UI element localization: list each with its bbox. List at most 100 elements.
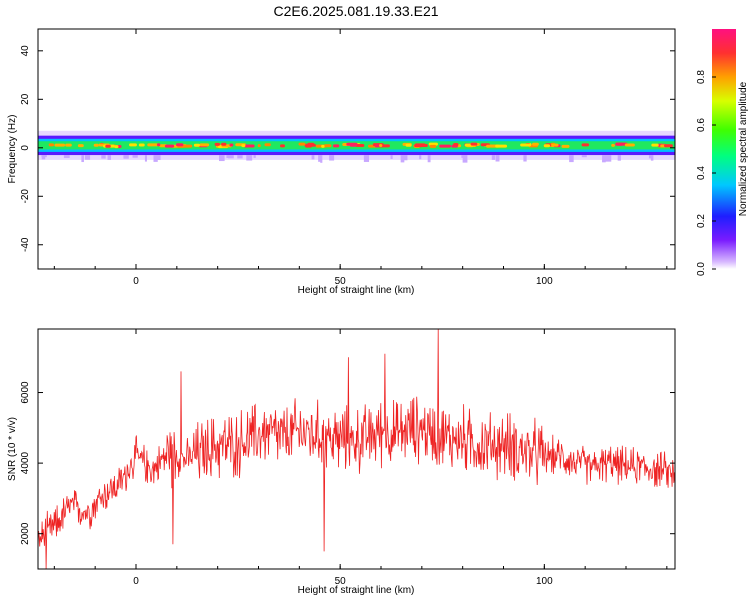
band-speckle [199,143,210,147]
band-speckle [221,142,227,146]
band-spur [402,155,408,161]
snr-series-line [37,328,676,570]
snr-ytick-label: 2000 [20,522,31,545]
band-speckle [48,143,55,147]
band-speckle [65,143,72,147]
band-speckle [280,144,285,148]
band-spur [569,155,574,163]
snr-panel: 0 50 100 2000 4000 6000 Height of straight li… [7,328,676,596]
band-spur [253,155,256,158]
snr-xtick-label: 0 [133,576,139,587]
spectrogram-panel: 0 50 100 40 20 0 -20 -40 Height of straight lin… [7,28,676,296]
band-spur [390,155,393,159]
band-speckle [241,144,246,148]
band-speckle [138,143,145,147]
colorbar-tick-label: 0.0 [696,262,707,276]
colorbar-label: Normalized spectral amplitude [738,81,749,216]
band-speckle [93,143,99,147]
band-spur [318,155,322,162]
colorbar-tick-label: 0.2 [696,214,707,228]
band-spur [605,155,612,162]
snr-ytick-label: 6000 [20,381,31,404]
band-spur [495,155,500,162]
band-speckle [193,143,201,147]
snr-ytick-label: 4000 [20,452,31,475]
band-spur [228,155,234,159]
band-spur [491,155,495,160]
band-speckle [243,144,255,148]
band-speckle [414,144,423,148]
band-speckle [323,144,332,148]
figure-title: C2E6.2025.081.19.33.E21 [273,3,438,19]
band-speckle [664,144,673,148]
spectrogram-xtick-label: 0 [133,276,139,287]
band-speckle [156,143,161,147]
spectrogram-ytick-label: 40 [20,45,31,57]
band-speckle [164,144,175,148]
spectrogram-ytick-label: -20 [20,189,31,204]
spectrogram-ytick-label: 20 [20,93,31,105]
snr-xtick-label: 50 [335,576,347,587]
spectrogram-x-axis-label: Height of straight line (km) [298,285,415,296]
band-spur [427,155,431,163]
spectrogram-heatmap [38,130,675,163]
band-spur [81,155,84,163]
snr-ticks: 0 50 100 2000 4000 6000 [20,329,675,587]
band-speckle [561,144,570,148]
band-speckle [551,143,559,147]
band-spur [419,155,422,160]
band-speckle [321,144,325,148]
band-spur [617,155,621,161]
snr-xtick-label: 100 [536,576,553,587]
band-spur [41,155,47,158]
band-speckle [651,143,659,147]
colorbar-ticks: 0.0 0.2 0.4 0.6 0.8 [696,70,716,276]
band-spur [156,155,161,161]
band-speckle [615,142,623,146]
band-speckle [581,143,590,147]
band-speckle [307,142,315,146]
band-speckle [180,144,193,148]
band-spur [400,155,405,163]
band-speckle [470,142,478,146]
band-spur [123,155,129,159]
band-speckle [611,143,615,147]
band-speckle [379,144,383,148]
band-speckle [543,144,551,148]
spectrogram-frame [37,28,676,270]
snr-frame [37,328,676,570]
snr-y-axis-label: SNR (10 * v/v) [7,417,18,481]
band-spur [246,155,253,161]
band-spur [219,155,225,162]
band-speckle [77,144,84,148]
band-speckle [332,144,340,148]
band-speckle [453,142,459,146]
band-speckle [405,143,412,147]
band-speckle [495,144,508,148]
colorbar: 0.0 0.2 0.4 0.6 0.8 Normalized spectral ampl… [696,29,749,276]
band-speckle [114,145,119,149]
band-spur [144,155,147,162]
band-spur [107,155,112,160]
spectrogram-y-axis-label: Frequency (Hz) [7,115,18,184]
spectrogram-ytick-label: 0 [20,145,31,151]
band-spur [602,155,606,163]
band-spur [41,155,46,160]
spectrogram-ticks: 0 50 100 40 20 0 -20 -40 [20,29,675,287]
snr-x-axis-label: Height of straight line (km) [298,585,415,596]
band-speckle [349,143,357,147]
band-spur [461,155,467,158]
band-speckle [486,144,491,148]
spectrogram-xtick-label: 50 [335,276,347,287]
band-spur [237,155,243,159]
band-spur [329,155,335,161]
band-speckle [147,143,159,147]
band-speckle [520,143,531,147]
band-speckle [129,143,137,147]
spectrogram-ytick-label: -40 [20,237,31,252]
band-spur [153,155,158,162]
band-spur [648,155,653,159]
band-spur [311,155,315,160]
band-speckle [229,143,234,147]
